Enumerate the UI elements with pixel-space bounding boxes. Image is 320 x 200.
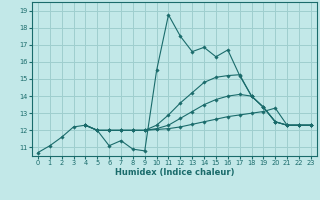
X-axis label: Humidex (Indice chaleur): Humidex (Indice chaleur) — [115, 168, 234, 177]
